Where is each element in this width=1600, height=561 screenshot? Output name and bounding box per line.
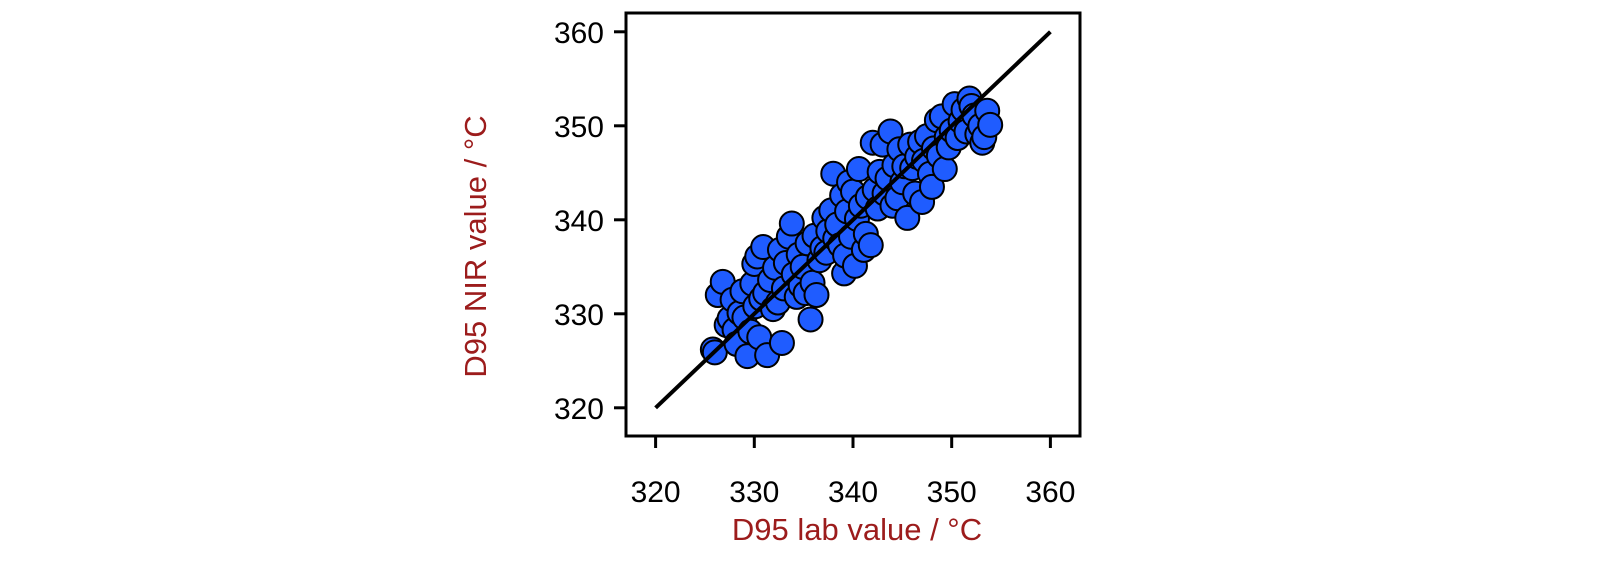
data-point bbox=[894, 204, 921, 231]
data-point bbox=[768, 329, 795, 356]
x-tick-label: 340 bbox=[828, 476, 878, 509]
data-points bbox=[699, 85, 1004, 370]
y-tick-label: 320 bbox=[554, 393, 604, 426]
x-tick-label: 330 bbox=[729, 476, 779, 509]
plot-frame bbox=[624, 11, 1082, 438]
x-tick-label: 360 bbox=[1025, 476, 1075, 509]
x-axis-label: D95 lab value / °C bbox=[732, 512, 982, 547]
data-point bbox=[778, 210, 805, 237]
data-point bbox=[797, 306, 824, 333]
data-point bbox=[918, 173, 945, 200]
reference-line bbox=[654, 30, 1052, 410]
y-tick-label: 350 bbox=[554, 111, 604, 144]
data-point bbox=[931, 156, 958, 183]
x-tick-label: 320 bbox=[631, 476, 681, 509]
y-axis-label: D95 NIR value / °C bbox=[458, 115, 493, 377]
data-point bbox=[803, 282, 830, 308]
y-tick-label: 360 bbox=[554, 17, 604, 50]
x-tick-label: 350 bbox=[927, 476, 977, 509]
data-point bbox=[857, 232, 884, 259]
y-tick-label: 330 bbox=[554, 299, 604, 332]
ticks-layer: 320 330 340 350 360 320 330 340 350 360 bbox=[554, 17, 1075, 509]
data-point bbox=[977, 111, 1004, 138]
y-tick-label: 340 bbox=[554, 205, 604, 238]
